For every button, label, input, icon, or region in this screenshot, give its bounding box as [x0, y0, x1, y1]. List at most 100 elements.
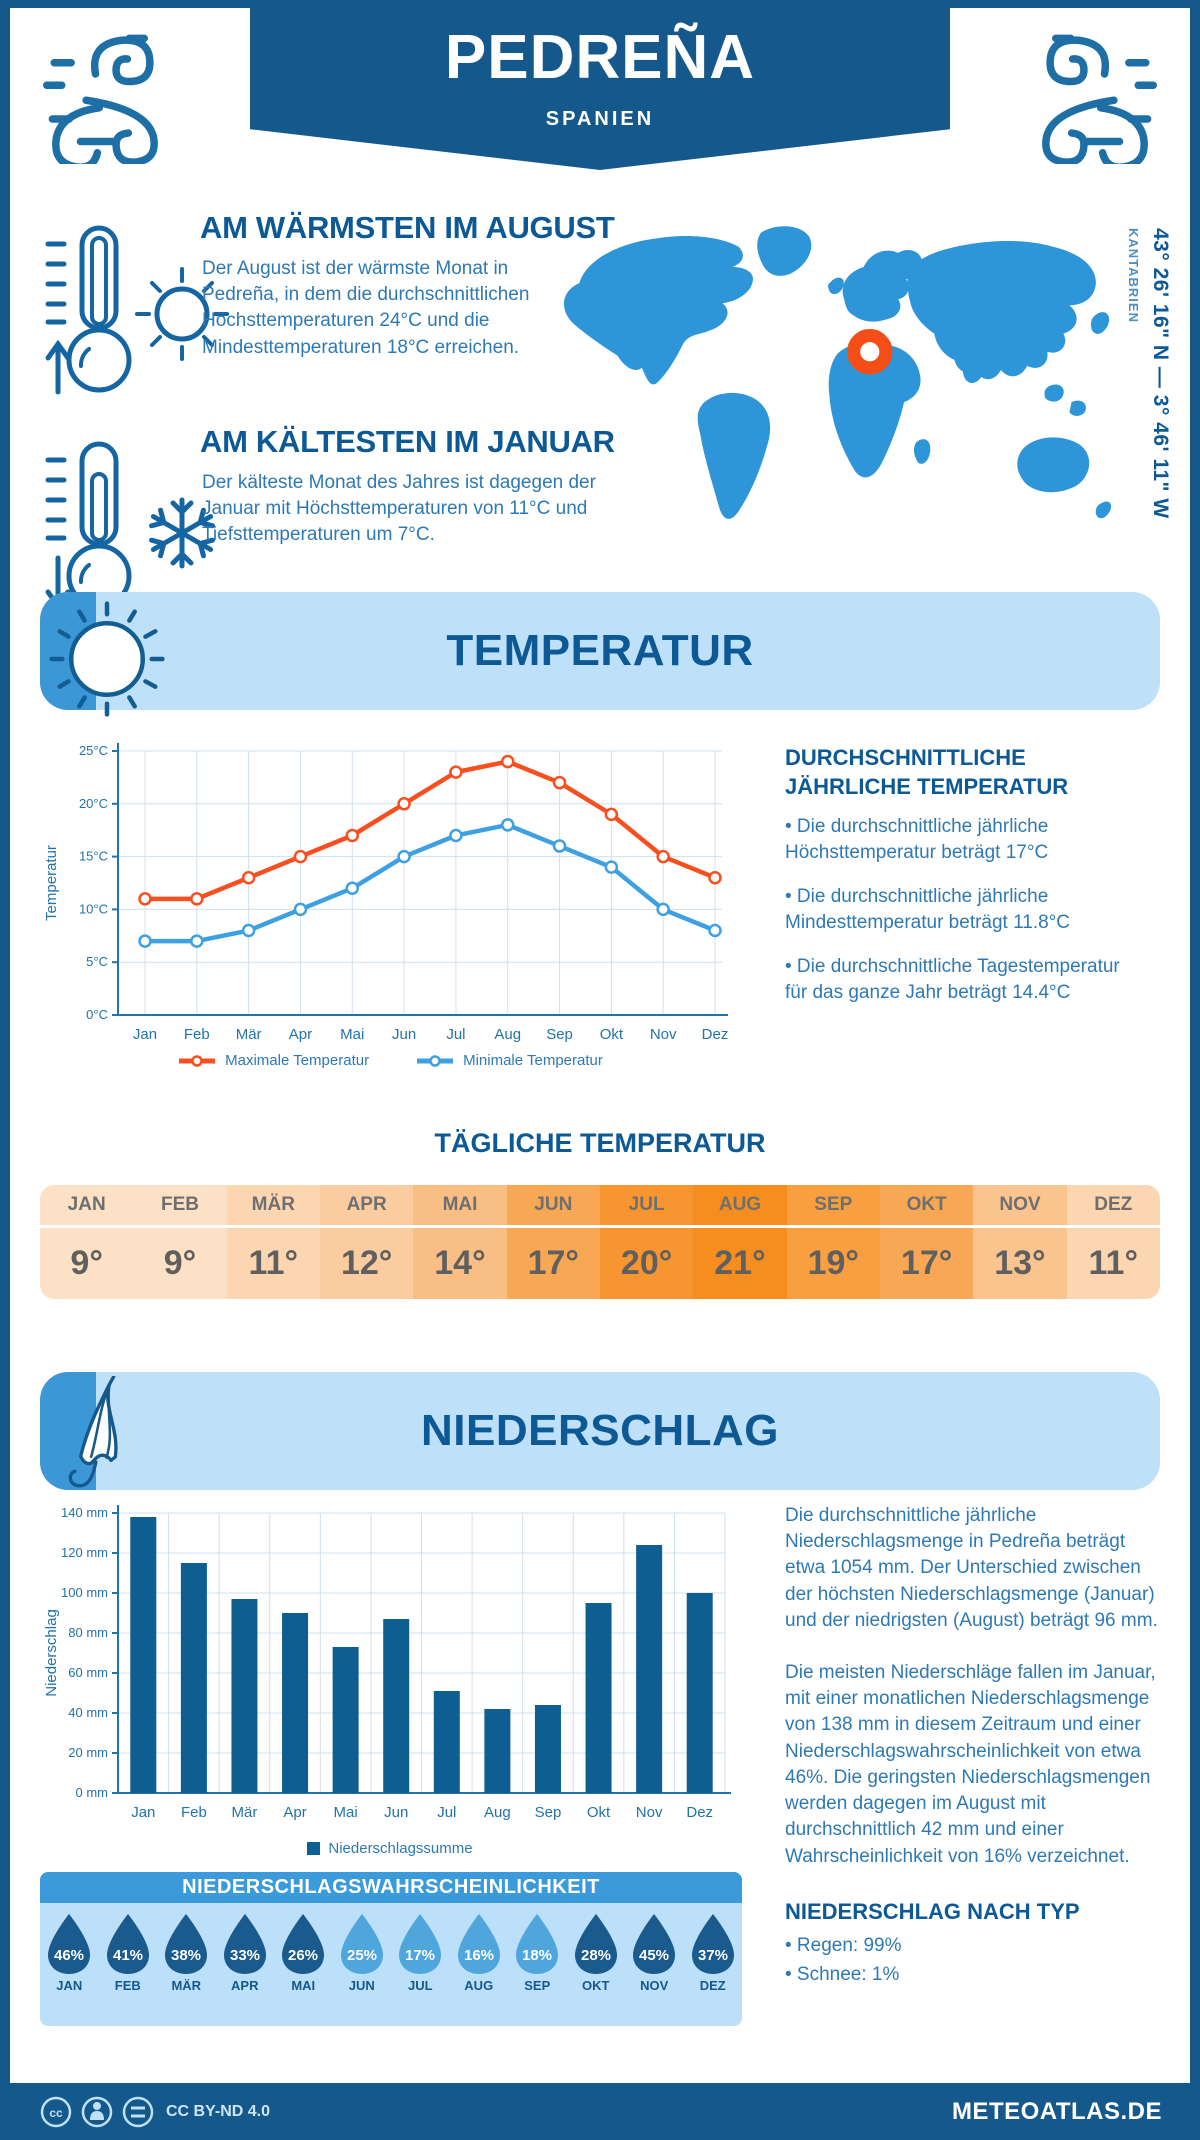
- location-block: KANTABRIEN 43° 26' 16" N — 3° 46' 11" W: [1126, 228, 1172, 519]
- probability-drop: 45% NOV: [625, 1903, 684, 2026]
- svg-text:18%: 18%: [522, 1947, 552, 1964]
- annual-summary-bullet: • Die durchschnittliche Tagestemperatur …: [785, 956, 1120, 1004]
- svg-text:80 mm: 80 mm: [68, 1625, 108, 1640]
- table-month: APR: [319, 1185, 414, 1228]
- table-value: 11°: [248, 1244, 299, 1282]
- svg-text:Temperatur: Temperatur: [43, 845, 60, 921]
- table-value: 21°: [714, 1244, 766, 1282]
- warmest-title: AM WÄRMSTEN IM AUGUST: [200, 210, 615, 245]
- drop-month-label: JUL: [407, 1978, 433, 1993]
- table-cell: FEB 9°: [133, 1185, 227, 1299]
- water-drop-icon: 16%: [457, 1914, 500, 1974]
- water-drop-icon: 41%: [106, 1914, 149, 1974]
- drop-month-label: NOV: [640, 1978, 669, 1993]
- svg-text:Apr: Apr: [289, 1026, 312, 1043]
- table-cell: JUN 17°: [506, 1185, 600, 1299]
- table-value: 12°: [340, 1244, 393, 1282]
- probability-drop: 16% AUG: [450, 1903, 509, 2026]
- license-block[interactable]: cc CC BY-ND 4.0: [38, 2094, 270, 2130]
- svg-text:Okt: Okt: [600, 1026, 624, 1043]
- svg-text:38%: 38%: [171, 1947, 201, 1964]
- svg-text:Dez: Dez: [702, 1026, 729, 1043]
- daily-table-title: TÄGLICHE TEMPERATUR: [434, 1128, 766, 1158]
- water-drop-icon: 28%: [574, 1914, 617, 1974]
- svg-text:41%: 41%: [113, 1947, 143, 1964]
- water-drop-icon: 45%: [633, 1914, 676, 1974]
- temperature-line-chart: 0°C 5°C 10°C 15°C 20°C 25°C Jan Feb Mär Apr Mai Jun…: [43, 743, 729, 1043]
- precip-type-item: • Schnee: 1%: [785, 1964, 900, 1985]
- precipitation-section-banner: NIEDERSCHLAG: [40, 1372, 1160, 1490]
- svg-text:0°C: 0°C: [86, 1007, 108, 1022]
- svg-text:37%: 37%: [698, 1947, 728, 1964]
- coldest-text: Der kälteste Monat des Jahres ist dagege…: [202, 472, 596, 546]
- svg-text:45%: 45%: [639, 1947, 669, 1964]
- annual-summary-bullet: • Die durchschnittliche jährliche Höchst…: [785, 816, 1049, 864]
- table-value: 14°: [434, 1244, 486, 1282]
- table-cell: SEP 19°: [786, 1185, 880, 1299]
- drop-month-label: FEB: [114, 1978, 141, 1993]
- svg-text:17%: 17%: [405, 1947, 435, 1964]
- svg-text:40 mm: 40 mm: [68, 1705, 108, 1720]
- svg-text:25%: 25%: [347, 1947, 377, 1964]
- legend-item: Maximale Temperatur: [177, 1052, 369, 1069]
- probability-drop: 38% MÄR: [157, 1903, 216, 2026]
- table-month: AUG: [693, 1185, 787, 1228]
- table-cell: OKT 17°: [879, 1185, 974, 1299]
- drop-month-label: DEZ: [699, 1978, 726, 1993]
- cc-license-icons: cc: [40, 2096, 154, 2127]
- svg-text:120 mm: 120 mm: [61, 1545, 108, 1560]
- water-drop-icon: 18%: [516, 1914, 559, 1974]
- temperature-section-title: TEMPERATUR: [446, 626, 754, 675]
- svg-text:Apr: Apr: [283, 1804, 306, 1821]
- svg-text:Jan: Jan: [131, 1804, 155, 1821]
- svg-text:0 mm: 0 mm: [76, 1785, 109, 1800]
- probability-drop: 37% DEZ: [684, 1903, 743, 2026]
- svg-text:Jun: Jun: [392, 1026, 416, 1043]
- sun-icon: [49, 601, 165, 717]
- site-link[interactable]: METEOATLAS.DE: [951, 2097, 1162, 2125]
- warmest-text: Der August ist der wärmste Monat in Pedr…: [202, 258, 530, 358]
- svg-text:Dez: Dez: [686, 1804, 713, 1821]
- table-value: 20°: [620, 1244, 673, 1282]
- svg-text:46%: 46%: [54, 1947, 84, 1964]
- svg-text:16%: 16%: [464, 1947, 494, 1964]
- table-value: 11°: [1088, 1244, 1139, 1282]
- precip-type-item: • Regen: 99%: [785, 1935, 902, 1956]
- svg-text:20°C: 20°C: [79, 796, 108, 811]
- svg-text:10°C: 10°C: [79, 901, 108, 916]
- svg-text:15°C: 15°C: [79, 849, 108, 864]
- probability-drops: 46% JAN 41% FEB 38% MÄR 33% APR 26% MAI 25% JUN 17% J…: [40, 1903, 742, 2026]
- drop-month-label: AUG: [464, 1978, 494, 1993]
- table-month: FEB: [133, 1185, 227, 1228]
- table-cell: MAI 14°: [413, 1185, 507, 1299]
- precipitation-section-title: NIEDERSCHLAG: [420, 1406, 780, 1455]
- drop-month-label: SEP: [524, 1978, 551, 1993]
- water-drop-icon: 46%: [48, 1914, 91, 1974]
- drop-month-label: OKT: [582, 1978, 610, 1993]
- svg-text:cc: cc: [49, 2106, 63, 2120]
- probability-drop: 25% JUN: [333, 1903, 392, 2026]
- svg-text:33%: 33%: [230, 1947, 260, 1964]
- table-month: SEP: [786, 1185, 880, 1228]
- svg-text:Feb: Feb: [181, 1804, 207, 1821]
- precipitation-paragraph: Die durchschnittliche jährliche Niedersc…: [785, 1505, 1158, 1631]
- svg-text:Mär: Mär: [236, 1026, 262, 1043]
- table-cell: APR 12°: [319, 1185, 414, 1299]
- footer-bar: cc CC BY-ND 4.0 METEOATLAS.DE: [0, 2083, 1200, 2140]
- world-map: [563, 226, 1112, 519]
- drop-month-label: JAN: [56, 1978, 83, 1993]
- table-month: JUN: [506, 1185, 600, 1228]
- legend-item: Minimale Temperatur: [415, 1052, 603, 1069]
- table-value: 9°: [163, 1244, 197, 1282]
- drop-month-label: APR: [231, 1978, 259, 1993]
- svg-text:Aug: Aug: [484, 1804, 511, 1821]
- svg-text:20 mm: 20 mm: [68, 1745, 108, 1760]
- svg-text:Jan: Jan: [133, 1026, 157, 1043]
- probability-drop: 46% JAN: [40, 1903, 99, 2026]
- probability-drop: 33% APR: [216, 1903, 275, 2026]
- water-drop-icon: 26%: [282, 1914, 325, 1974]
- wind-icon: [1042, 34, 1157, 164]
- svg-text:26%: 26%: [288, 1947, 318, 1964]
- page-subtitle: SPANIEN: [545, 108, 655, 130]
